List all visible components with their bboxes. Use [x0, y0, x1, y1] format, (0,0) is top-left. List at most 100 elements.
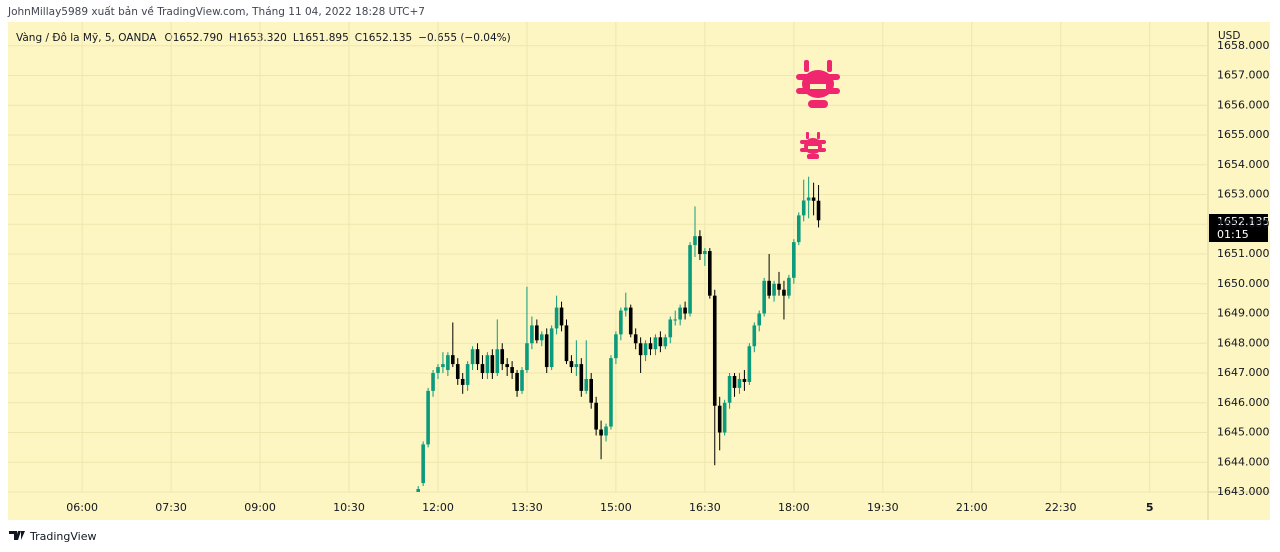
candle-body: [623, 307, 628, 311]
candle-body: [544, 334, 549, 368]
candle-body: [643, 343, 648, 356]
brand-logo: TradingView: [9, 530, 96, 543]
candle-body: [470, 349, 475, 365]
candle-body: [594, 402, 598, 430]
candle-body: [732, 375, 737, 388]
x-tick-label: 22:30: [1045, 501, 1077, 514]
y-tick-label: 1649.000: [1217, 307, 1270, 320]
candle-body: [510, 367, 514, 374]
candle-body: [421, 444, 425, 484]
x-tick-label: 09:00: [244, 501, 276, 514]
x-tick-label: 21:00: [956, 501, 988, 514]
y-tick-label: 1650.000: [1217, 277, 1270, 290]
x-tick-label: 13:30: [511, 501, 543, 514]
candle-body: [752, 325, 757, 347]
candle-body: [574, 364, 579, 368]
candle-body: [614, 334, 618, 359]
candle-body: [777, 283, 781, 290]
candle-body: [742, 378, 747, 382]
candle-body: [811, 197, 816, 201]
candle-body: [698, 236, 702, 255]
candle-body: [693, 236, 697, 246]
candle-body: [604, 426, 608, 436]
candle-body: [678, 307, 682, 320]
candle-body: [782, 289, 786, 296]
x-tick-label: 06:00: [66, 501, 98, 514]
candle-body: [426, 390, 430, 445]
candle-body: [460, 378, 465, 385]
x-tick-label: 18:00: [778, 501, 810, 514]
y-tick-label: 1656.000: [1217, 98, 1270, 111]
y-tick-label: 1648.000: [1217, 336, 1270, 349]
bug-icon-large: [796, 60, 840, 108]
symbol-legend: Vàng / Đô la Mỹ, 5, OANDA O1652.790 H1653…: [16, 32, 511, 44]
candle-body: [668, 319, 673, 338]
grid: [8, 22, 1208, 493]
candle-body: [584, 378, 589, 391]
y-tick-label: 1651.000: [1217, 247, 1270, 260]
candle-body: [539, 334, 544, 341]
candle-body: [628, 307, 633, 335]
candle-body: [658, 337, 663, 347]
candle-body: [520, 370, 524, 391]
y-tick-label: 1657.000: [1217, 69, 1270, 82]
y-tick-label: 1655.000: [1217, 128, 1270, 141]
bar-countdown: 01:15: [1217, 228, 1249, 241]
ohlc-value: O1652.790: [164, 32, 222, 44]
candle-body: [806, 197, 811, 201]
candle-body: [549, 328, 554, 368]
candle-body: [569, 361, 574, 368]
y-tick-label: 1652.000: [1217, 217, 1270, 230]
x-tick-label: 10:30: [333, 501, 365, 514]
candle-body: [688, 245, 692, 314]
candle-body: [431, 373, 435, 391]
candle-body: [475, 349, 480, 365]
candle-body: [712, 295, 717, 406]
candle-body: [772, 283, 776, 296]
candle-body: [589, 378, 593, 403]
x-tick-label: 16:30: [689, 501, 721, 514]
candle-body: [564, 325, 569, 362]
chart-background: [8, 22, 1270, 520]
symbol-name: Vàng / Đô la Mỹ, 5, OANDA: [16, 32, 157, 44]
ohlc-value: H1653.320: [229, 32, 287, 44]
candle-body: [535, 325, 539, 341]
y-tick-label: 1658.000: [1217, 39, 1270, 52]
candle-body: [796, 215, 801, 243]
candle-body: [722, 402, 727, 433]
candle-body: [762, 280, 766, 314]
candle-body: [683, 307, 687, 314]
candle-body: [737, 378, 742, 388]
candle-body: [495, 349, 500, 374]
candle-body: [554, 307, 559, 329]
candle-body: [455, 364, 460, 379]
last-price-box: [1209, 214, 1268, 242]
candle-body: [480, 364, 485, 374]
y-tick-label: 1653.000: [1217, 188, 1270, 201]
candles: [416, 176, 821, 492]
y-tick-label: 1654.000: [1217, 158, 1270, 171]
y-tick-label: 1645.000: [1217, 426, 1270, 439]
last-price-label: 1652.135 01:15: [1209, 214, 1270, 242]
currency: USD: [1218, 30, 1240, 42]
candle-body: [653, 337, 658, 350]
candle-body: [633, 334, 638, 344]
y-tick-label: 1646.000: [1217, 396, 1270, 409]
candle-body: [579, 364, 584, 391]
ohlc-value: −0.655 (−0.04%): [418, 32, 511, 44]
ohlc-value: C1652.135: [355, 32, 412, 44]
candle-body: [801, 200, 806, 216]
candle-body: [436, 367, 440, 374]
candle-body: [465, 364, 470, 385]
candle-body: [663, 337, 668, 347]
y-tick-label: 1643.000: [1217, 485, 1270, 498]
candle-body: [500, 349, 505, 365]
candle-body: [717, 405, 722, 433]
candle-body: [767, 280, 771, 296]
x-tick-label: 19:30: [867, 501, 899, 514]
candle-body: [747, 346, 752, 382]
candle-body: [673, 319, 678, 321]
candle-body: [441, 364, 445, 368]
